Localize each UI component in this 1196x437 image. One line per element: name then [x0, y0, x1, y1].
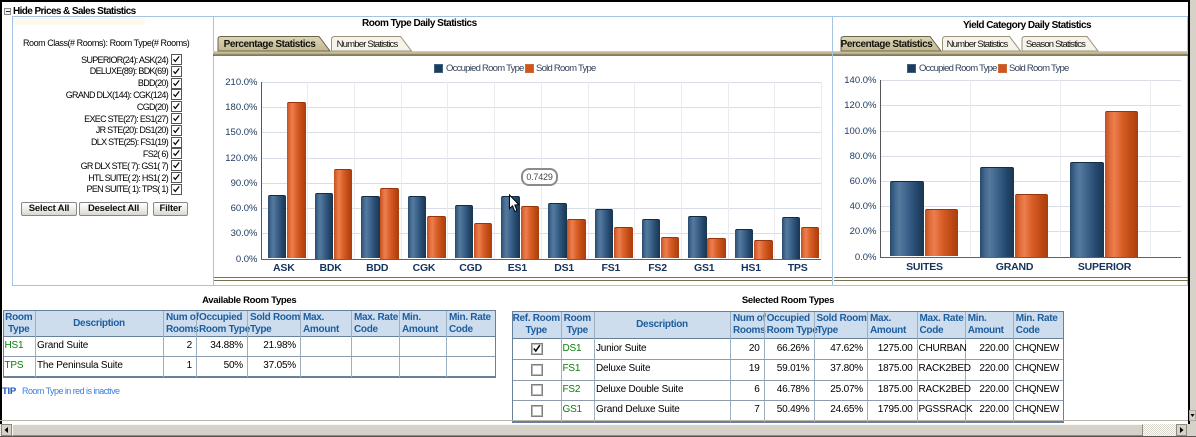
svg-text:Percentage Statistics: Percentage Statistics	[224, 39, 317, 50]
svg-text:Number Statistics: Number Statistics	[947, 39, 1009, 50]
svg-text:Percentage Statistics: Percentage Statistics	[841, 39, 934, 50]
svg-text:Season Statistics: Season Statistics	[1026, 39, 1086, 50]
svg-text:Number Statistics: Number Statistics	[337, 39, 399, 50]
